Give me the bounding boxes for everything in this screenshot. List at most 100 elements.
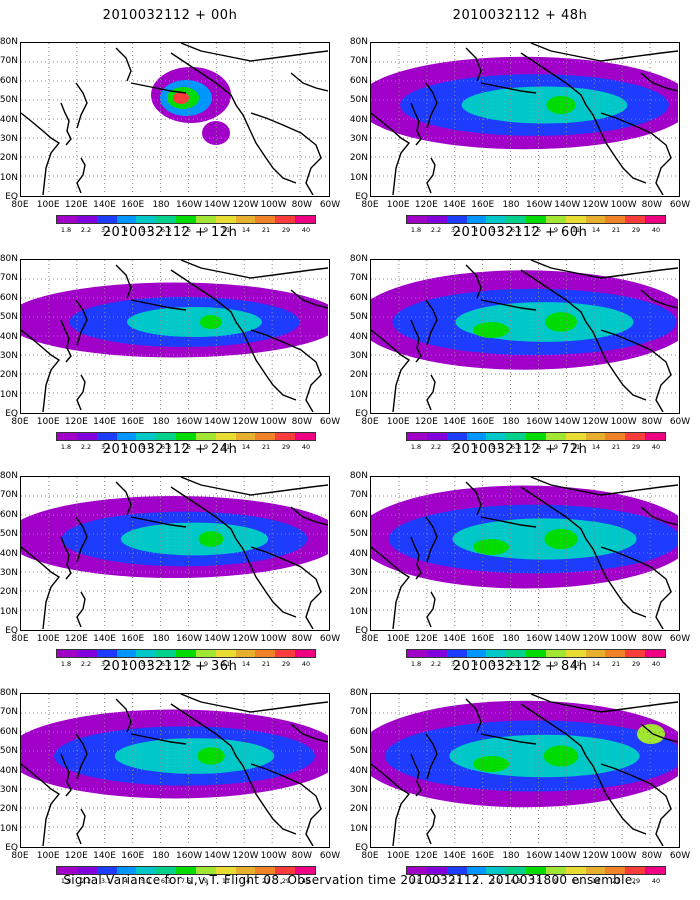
longitude-tick-label: 140E xyxy=(93,417,116,427)
colorbar-swatch xyxy=(545,650,566,657)
longitude-tick-label: 100W xyxy=(610,851,637,861)
colorbar-swatch xyxy=(76,867,97,874)
panel-title: 2010032112 + 72h xyxy=(452,442,588,457)
latitude-tick-label: 60N xyxy=(349,726,368,737)
colorbar-tick-label: 29 xyxy=(631,877,641,885)
colorbar-tick-label: 5.1 xyxy=(140,877,152,885)
colorbar-tick-label: 4 xyxy=(473,443,479,451)
colorbar-tick-label: 21 xyxy=(611,226,621,234)
colorbar-swatch xyxy=(215,867,236,874)
coastline-8 xyxy=(600,329,672,412)
latitude-tick-label: EQ xyxy=(5,843,18,853)
colorbar-tick-label: 11 xyxy=(221,443,231,451)
colorbar-swatch xyxy=(585,433,606,440)
colorbar-swatch xyxy=(176,650,196,657)
colorbar-swatch xyxy=(76,433,97,440)
colorbar-swatch xyxy=(486,216,507,223)
longitude-tick-label: 180 xyxy=(502,200,520,210)
colorbar-tick-label: 7.5 xyxy=(180,660,192,668)
longitude-tick-label: 120E xyxy=(414,634,438,644)
longitude-tick-label: 120W xyxy=(232,417,259,427)
coastline-5 xyxy=(130,299,187,311)
longitude-tick-label: 100E xyxy=(36,200,60,210)
latitude-tick-label: 70N xyxy=(0,273,18,284)
longitude-tick-label: 160W xyxy=(176,200,203,210)
latitude-tick-label: 10N xyxy=(349,389,368,400)
longitude-tick-label: 140W xyxy=(204,200,231,210)
latitude-tick-label: 40N xyxy=(0,114,18,125)
longitude-tick-label: 100W xyxy=(260,851,287,861)
map-plot-area xyxy=(20,693,330,848)
colorbar-swatch xyxy=(585,650,606,657)
map-panel: 2010032112 + 12h 80N 70N 60N 50N 40N 30N 20N 10N… xyxy=(0,217,340,451)
map-panel: 2010032112 + 48h 80N 70N 60N 50N 40N 30N 20N 10N… xyxy=(350,0,690,234)
colorbar-swatch xyxy=(545,216,566,223)
coastline-9 xyxy=(640,289,678,309)
colorbar-tick-label: 3.1 xyxy=(450,226,462,234)
colorbar-tick-label: 40 xyxy=(301,443,311,451)
longitude-tick-label: 60W xyxy=(319,634,341,644)
map-panel: 2010032112 + 24h 80N 70N 60N 50N 40N 30N 20N 10N… xyxy=(0,434,340,668)
colorbar-tick-label: 9 xyxy=(203,877,209,885)
coastline-7 xyxy=(180,260,328,279)
coastline-8 xyxy=(250,763,322,846)
map-plot-area xyxy=(20,259,330,414)
longitude-tick-label: 120E xyxy=(64,417,88,427)
colorbar-labels: 1.8 2.2 3.1 4 5.1 6.3 7.5 9 11 14 21 29 40 xyxy=(56,443,316,451)
colorbar-tick-label: 6.3 xyxy=(160,660,172,668)
colorbar-tick-label: 11 xyxy=(571,660,581,668)
colorbar-tick-label: 1.8 xyxy=(410,660,422,668)
colorbar-labels: 1.8 2.2 3.1 4 5.1 6.3 7.5 9 11 14 21 29 40 xyxy=(406,226,666,234)
colorbar-swatch xyxy=(645,867,665,874)
longitude-tick-label: 100W xyxy=(260,417,287,427)
coastline-1 xyxy=(410,102,422,146)
colorbar xyxy=(56,215,316,224)
figure-caption: Signal Variance for u,v,T. Flight 08. Ob… xyxy=(63,873,637,887)
panel-title: 2010032112 + 36h xyxy=(102,659,238,674)
colorbar-swatch xyxy=(176,216,196,223)
variance-shade xyxy=(200,315,222,329)
colorbar-tick-label: 21 xyxy=(611,877,621,885)
latitude-tick-label: 10N xyxy=(349,606,368,617)
longitude-tick-label: 160E xyxy=(471,851,495,861)
longitude-tick-label: 120E xyxy=(414,851,438,861)
colorbar-tick-label: 6.3 xyxy=(510,226,522,234)
colorbar-tick-label: 7.5 xyxy=(530,660,542,668)
colorbar-labels: 1.8 2.2 3.1 4 5.1 6.3 7.5 9 11 14 21 29 40 xyxy=(406,660,666,668)
map-panel: 2010032112 + 60h 80N 70N 60N 50N 40N 30N 20N 10N… xyxy=(350,217,690,451)
colorbar-tick-label: 9 xyxy=(553,877,559,885)
colorbar-swatch xyxy=(526,433,546,440)
longitude-tick-label: 80W xyxy=(291,200,312,210)
variance-shade xyxy=(543,745,579,767)
colorbar-swatch xyxy=(156,433,177,440)
variance-shade xyxy=(202,121,230,145)
colorbar-swatch xyxy=(136,216,157,223)
colorbar xyxy=(406,432,666,441)
coastline-0 xyxy=(21,112,61,195)
colorbar-tick-label: 4 xyxy=(123,443,129,451)
colorbar-tick-label: 4 xyxy=(473,660,479,668)
colorbar-swatch xyxy=(156,650,177,657)
colorbar-swatch xyxy=(136,867,157,874)
latitude-tick-label: 40N xyxy=(349,114,368,125)
longitude-tick-label: 80W xyxy=(291,417,312,427)
colorbar-tick-label: 11 xyxy=(221,226,231,234)
coastline-8 xyxy=(250,329,322,412)
longitude-tick-label: 160E xyxy=(471,200,495,210)
map-plot-area xyxy=(370,693,680,848)
colorbar-swatch xyxy=(526,650,546,657)
longitude-tick-label: 80E xyxy=(11,200,29,210)
longitude-tick-label: 160E xyxy=(471,417,495,427)
colorbar-tick-label: 9 xyxy=(553,443,559,451)
colorbar-tick-label: 40 xyxy=(301,226,311,234)
colorbar-swatch xyxy=(176,433,196,440)
latitude-tick-label: 10N xyxy=(0,389,18,400)
longitude-tick-label: 80W xyxy=(641,200,662,210)
colorbar-swatch xyxy=(645,216,665,223)
colorbar-swatch xyxy=(195,433,216,440)
coastline-1 xyxy=(60,536,72,580)
colorbar-swatch xyxy=(486,867,507,874)
longitude-tick-label: 180 xyxy=(152,851,170,861)
colorbar-swatch xyxy=(96,216,117,223)
colorbar-tick-label: 5.1 xyxy=(490,877,502,885)
